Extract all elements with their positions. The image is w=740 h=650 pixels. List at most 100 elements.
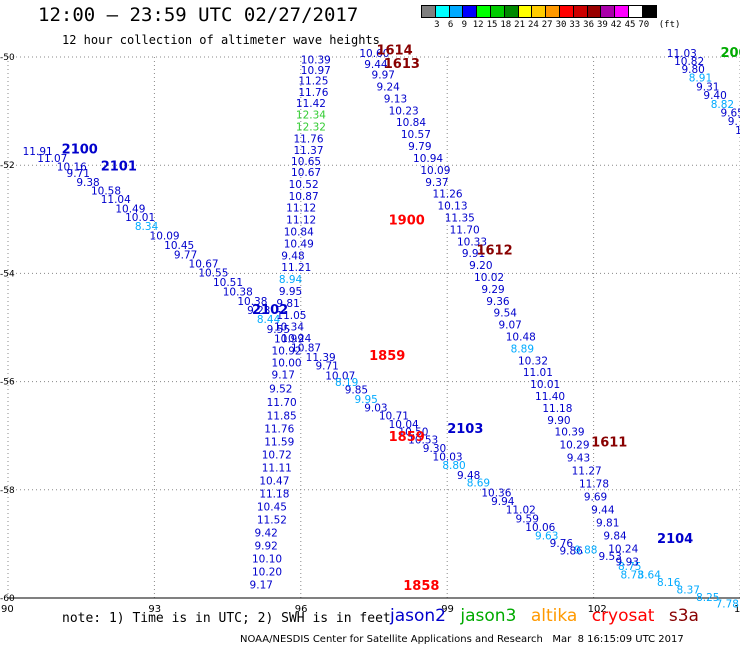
wave-height-value: 9.48: [457, 470, 480, 482]
wave-height-value: 10.58: [91, 185, 121, 197]
wave-height-value: 9.30: [423, 443, 446, 455]
wave-height-value: 8.94: [279, 274, 303, 286]
wave-height-value: 9.77: [174, 249, 197, 261]
wave-height-value: 11.07: [37, 153, 67, 165]
wave-height-value: 9.38: [76, 177, 99, 189]
pass-number-label: 1614: [376, 43, 412, 58]
wave-height-value: 10.67: [189, 258, 219, 270]
wave-height-value: 10.02: [474, 272, 504, 284]
wave-height-value: 11.12: [286, 215, 316, 227]
footnote: note: 1) Time is in UTC; 2) SWH is in fe…: [62, 611, 391, 626]
pass-number-label: 1859: [389, 430, 425, 445]
wave-height-value: 8.73: [620, 570, 643, 582]
wave-height-value: 8.69: [467, 478, 490, 490]
wave-height-value: 11.04: [101, 194, 131, 206]
wave-height-value: 9.20: [469, 260, 492, 272]
wave-height-value: 11.76: [298, 87, 328, 99]
wave-height-value: 11.35: [445, 212, 475, 224]
wave-height-value: 11.40: [535, 391, 565, 403]
wave-height-value: 10.71: [379, 410, 409, 422]
wave-height-value: 11.78: [579, 479, 609, 491]
pass-number-label: 1611: [591, 436, 627, 451]
wave-height-value: 11.76: [264, 423, 294, 435]
wave-height-value: 9.76: [550, 538, 574, 550]
color-scale-label: 21: [514, 20, 526, 30]
wave-height-value: 10.20: [252, 566, 282, 578]
wave-height-value: 9.36: [486, 296, 510, 308]
wave-height-value: 10.07: [325, 370, 355, 382]
wave-height-value: 9.48: [281, 250, 304, 262]
y-tick-label: -50: [0, 53, 15, 63]
wave-height-value: 9.79: [408, 141, 431, 153]
wave-height-value: 12.32: [296, 122, 326, 134]
wave-height-value: 9.42: [254, 527, 277, 539]
wave-height-value: 9.84: [603, 531, 627, 543]
wave-height-value: 11.59: [264, 436, 294, 448]
wave-height-value: 10.38: [223, 287, 253, 299]
wave-height-value: 10.99: [274, 334, 304, 346]
x-tick-label: 105: [734, 604, 740, 615]
wave-height-value: 9.7: [728, 116, 740, 128]
wave-height-value: 8.25: [696, 592, 719, 604]
page-title: 12:00 – 23:59 UTC 02/27/2017: [38, 4, 359, 26]
wave-height-value: 10.49: [115, 203, 145, 215]
wave-height-value: 9.97: [372, 70, 395, 82]
color-scale-label: 45: [624, 20, 636, 30]
wave-height-value: 10.48: [506, 331, 536, 343]
x-tick-label: 102: [588, 604, 607, 615]
wave-height-value: 9.44: [364, 59, 388, 71]
color-scale-label: 24: [527, 20, 539, 30]
wave-height-value: 11.01: [523, 367, 553, 379]
wave-height-value: 10.03: [433, 452, 463, 464]
satellite-legend: jason2 jason3 altika cryosat s3a: [390, 606, 708, 626]
wave-height-value: 8.19: [335, 377, 358, 389]
wave-height-value: 10.32: [518, 355, 548, 367]
pass-number-label: 2101: [101, 160, 137, 175]
color-scale-label: 12: [472, 20, 484, 30]
wave-height-value: 9.54: [494, 308, 518, 320]
y-tick-label: -56: [0, 378, 15, 388]
wave-height-value: 10.49: [284, 238, 314, 250]
wave-height-value: 10.13: [437, 201, 467, 213]
pass-number-label: 2000: [720, 46, 740, 61]
color-scale-label: 70: [638, 20, 650, 30]
wave-height-value: 10.01: [125, 212, 155, 224]
legend-cryosat: cryosat: [591, 606, 655, 626]
wave-height-value: 10.51: [213, 277, 243, 289]
pass-number-label: 1858: [403, 579, 439, 594]
wave-height-value: 10.82: [674, 56, 704, 68]
wave-height-value: 11.03: [667, 48, 697, 60]
wave-height-value: 10.65: [291, 156, 321, 168]
x-tick-label: 93: [148, 604, 161, 615]
wave-height-value: 10.52: [289, 179, 319, 191]
wave-height-value: 11.70: [450, 224, 480, 236]
wave-height-value: 9.53: [598, 551, 621, 563]
wave-height-value: 8.82: [711, 99, 734, 111]
wave-height-value: 8.75: [618, 561, 641, 573]
wave-height-value: 12.34: [296, 110, 326, 122]
wave-height-value: 11.37: [293, 145, 323, 157]
legend-altika: altika: [530, 606, 578, 626]
wave-height-value: 10.97: [301, 65, 331, 77]
wave-height-value: 11.21: [281, 262, 311, 274]
wave-height-value: 9.88: [574, 545, 597, 557]
wave-height-value: 9.80: [681, 64, 704, 76]
color-scale-label: 6: [447, 20, 454, 30]
wave-height-value: 9.93: [616, 557, 639, 569]
wave-height-value: 9.65: [720, 108, 740, 120]
pass-number-label: 1900: [389, 214, 425, 229]
wave-height-value: 9.59: [516, 513, 539, 525]
wave-height-value: 9.29: [481, 284, 504, 296]
wave-height-value: 8.64: [638, 570, 662, 582]
wave-height-value: 9.71: [67, 168, 90, 180]
color-scale-labels: 3 6 9 12 15 18 21 24 27 30 33 36 39 42 45 70 (ft): [421, 18, 680, 32]
wave-height-value: 9.95: [279, 286, 302, 298]
page-subtitle: 12 hour collection of altimeter wave hei…: [62, 33, 380, 47]
wave-height-value: 10.87: [289, 191, 319, 203]
wave-height-value: 10.36: [481, 487, 511, 499]
color-scale-label: 36: [583, 20, 595, 30]
wave-height-value: 11.12: [286, 203, 316, 215]
wave-height-value: 8.89: [511, 343, 534, 355]
wave-height-value: 9.43: [567, 453, 590, 465]
color-scale-label: 3: [434, 20, 440, 30]
